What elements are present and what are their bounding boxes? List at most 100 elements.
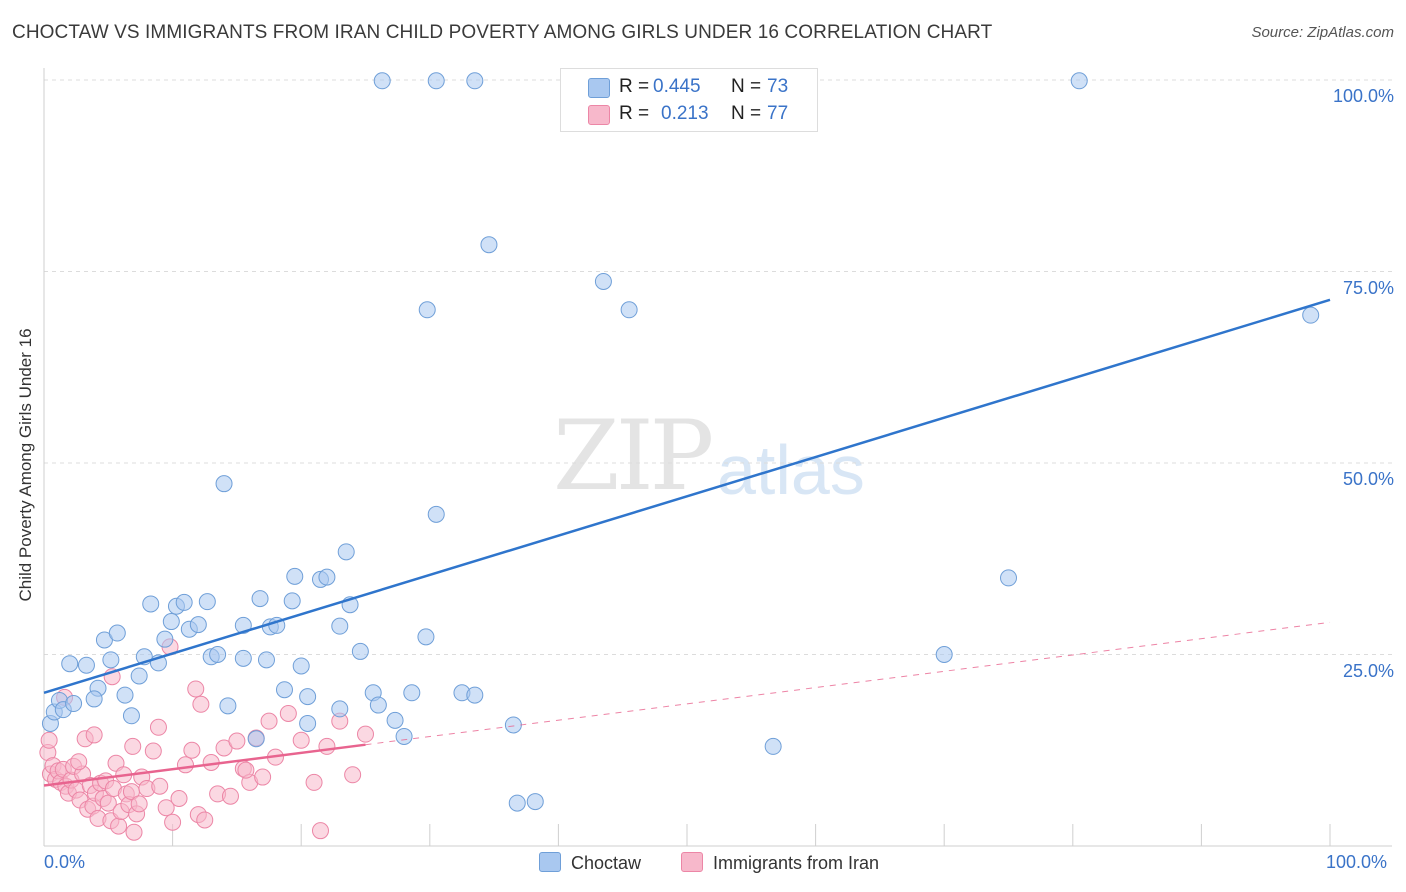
iran-point [260, 712, 278, 730]
iran-point [144, 742, 162, 760]
choctaw-point [286, 567, 304, 585]
choctaw-point [466, 686, 484, 704]
choctaw-point [373, 72, 391, 90]
choctaw-point [122, 707, 140, 725]
choctaw-point [417, 628, 435, 646]
choctaw-point [85, 690, 103, 708]
choctaw-point [283, 592, 301, 610]
choctaw-point [764, 737, 782, 755]
choctaw-point [198, 593, 216, 611]
legend-r-label: R = [619, 76, 650, 97]
choctaw-point [156, 630, 174, 648]
choctaw-point [386, 711, 404, 729]
choctaw-point [594, 272, 612, 290]
choctaw-point [351, 642, 369, 660]
choctaw-point [116, 686, 134, 704]
choctaw-point [299, 688, 317, 706]
choctaw-point [369, 696, 387, 714]
choctaw-point [234, 649, 252, 667]
legend-n-value: 73 [767, 76, 789, 97]
bottom-swatch-iran [681, 852, 703, 872]
grid-lines [44, 79, 1392, 655]
choctaw-point [526, 793, 544, 811]
choctaw-points [41, 72, 1320, 812]
iran-point [187, 680, 205, 698]
choctaw-point [219, 697, 237, 715]
x-tick-max: 100.0% [1326, 852, 1388, 872]
trend-lines [43, 298, 1331, 787]
chart-title: CHOCTAW VS IMMIGRANTS FROM IRAN CHILD PO… [12, 22, 993, 43]
legend-n-label: N = [731, 103, 762, 124]
iran-point [344, 766, 362, 784]
watermark-zip: ZIP [553, 400, 714, 512]
choctaw-point [620, 301, 638, 319]
choctaw-point [504, 716, 522, 734]
choctaw-trend-line [43, 298, 1331, 694]
iran-point [183, 741, 201, 759]
watermark-atlas: atlas [717, 431, 865, 509]
iran-point [221, 787, 239, 805]
x-tick-min: 0.0% [44, 852, 86, 872]
iran-trend-line [43, 743, 366, 787]
iran-point [164, 813, 182, 831]
iran-point [40, 731, 58, 749]
choctaw-point [257, 651, 275, 669]
legend-r-value: 0.445 [653, 76, 701, 97]
choctaw-point [102, 651, 120, 669]
legend-n-label: N = [731, 76, 762, 97]
legend-swatch-choctaw [588, 78, 610, 98]
choctaw-point [427, 72, 445, 90]
iran-point [305, 773, 323, 791]
legend-row-choctaw: R = 0.445 N = 73 [561, 75, 817, 99]
bottom-swatch-choctaw [539, 852, 561, 872]
iran-point [157, 799, 175, 817]
choctaw-point [215, 475, 233, 493]
bottom-legend-choctaw-label: Choctaw [571, 853, 642, 873]
choctaw-point [65, 695, 83, 713]
choctaw-point [189, 616, 207, 634]
correlation-legend: R = 0.445 N = 73 R = 0.213 N = 77 [560, 68, 818, 132]
choctaw-point [318, 568, 336, 586]
iran-point [254, 768, 272, 786]
choctaw-point [142, 595, 160, 613]
choctaw-point [1070, 72, 1088, 90]
y-tick-label: 100.0% [1332, 86, 1394, 106]
legend-r-value: 0.213 [661, 103, 709, 124]
legend-row-iran: R = 0.213 N = 77 [561, 102, 817, 126]
bottom-legend-choctaw: Choctaw [539, 852, 641, 874]
iran-point [125, 823, 143, 841]
y-tick-label: 50.0% [1342, 469, 1394, 489]
iran-point [196, 811, 214, 829]
y-tick-label: 25.0% [1342, 660, 1394, 681]
iran-point [170, 790, 188, 808]
iran-point [279, 704, 297, 722]
choctaw-point [275, 681, 293, 699]
source-label: Source: ZipAtlas.com [1251, 24, 1394, 41]
choctaw-point [427, 505, 445, 523]
choctaw-point [299, 714, 317, 732]
choctaw-point [403, 684, 421, 702]
choctaw-point [209, 646, 227, 663]
choctaw-point [77, 656, 95, 674]
choctaw-point [331, 617, 349, 635]
choctaw-point [292, 657, 310, 675]
legend-r-label: R = [619, 103, 650, 124]
choctaw-point [466, 72, 484, 90]
iran-point [124, 737, 142, 755]
choctaw-point [395, 727, 413, 745]
axes [43, 68, 1392, 847]
iran-point [318, 737, 336, 755]
choctaw-point [247, 730, 265, 748]
choctaw-point [418, 301, 436, 319]
iran-point [292, 731, 310, 749]
choctaw-point [331, 700, 349, 718]
iran-point [311, 822, 329, 840]
iran-point [70, 753, 88, 771]
legend-n-value: 77 [767, 103, 789, 124]
choctaw-point [1302, 306, 1320, 324]
iran-point [237, 761, 255, 779]
choctaw-point [508, 794, 526, 812]
y-tick-label: 75.0% [1342, 277, 1394, 298]
iran-point [228, 732, 246, 750]
choctaw-point [61, 655, 79, 673]
